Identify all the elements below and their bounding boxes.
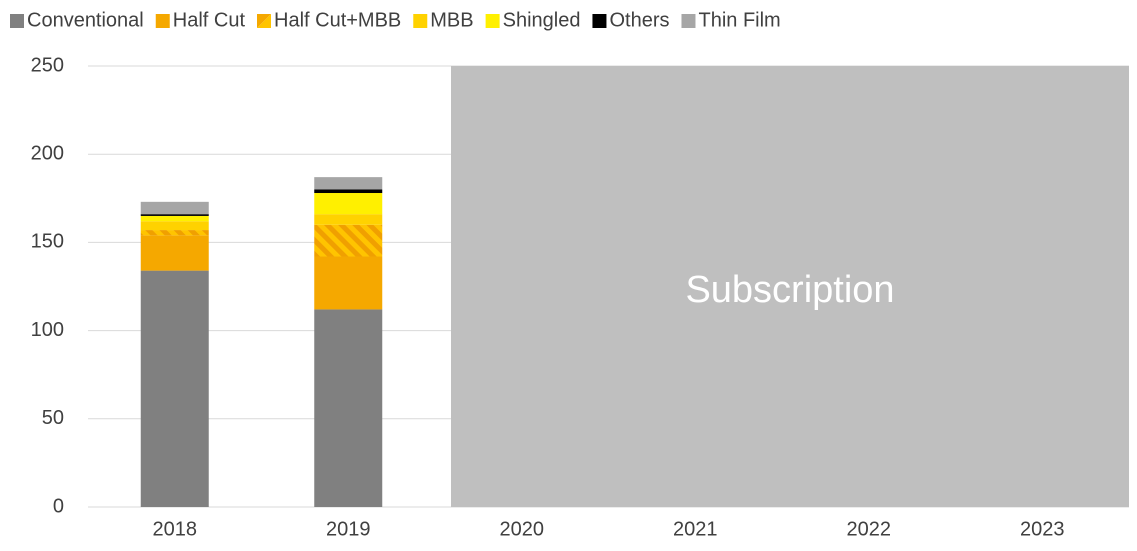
bar-segment — [140, 201, 209, 215]
legend-label: Thin Film — [698, 9, 780, 31]
bar-segment — [314, 177, 383, 190]
legend-item: Shingled — [485, 9, 581, 31]
legend-label: Half Cut+MBB — [274, 9, 401, 31]
bar-segment — [314, 256, 383, 310]
x-tick-label: 2018 — [153, 518, 198, 540]
x-tick-label: 2019 — [326, 518, 371, 540]
bar-segment — [314, 189, 383, 194]
bar-segment — [140, 214, 209, 216]
legend-label: Half Cut — [173, 9, 246, 31]
legend-item: Conventional — [10, 9, 144, 31]
bar-segment — [140, 215, 209, 222]
y-tick-label: 100 — [31, 319, 64, 341]
legend-swatch — [155, 14, 170, 28]
x-tick-label: 2022 — [847, 518, 892, 540]
x-tick-label: 2023 — [1020, 518, 1065, 540]
legend-label: MBB — [430, 9, 473, 31]
legend-item: Thin Film — [681, 9, 781, 31]
legend-item: MBB — [413, 9, 474, 31]
legend-swatch — [10, 14, 24, 28]
legend-label: Others — [609, 9, 669, 31]
y-tick-label: 0 — [53, 495, 64, 517]
y-tick-label: 150 — [31, 231, 64, 253]
legend-swatch — [681, 14, 696, 28]
x-tick-label: 2021 — [673, 518, 718, 540]
y-tick-label: 50 — [42, 407, 64, 429]
bar-segment — [314, 309, 383, 507]
legend-swatch — [413, 14, 428, 28]
bar-segment — [140, 230, 209, 236]
y-tick-label: 250 — [31, 54, 64, 76]
legend-swatch — [485, 14, 500, 28]
subscription-overlay — [451, 66, 1129, 507]
overlay-text: Subscription — [685, 269, 894, 311]
legend-label: Conventional — [27, 9, 144, 31]
legend-item: Half Cut — [155, 9, 246, 31]
legend-item: Half Cut+MBB — [257, 9, 401, 31]
legend-label: Shingled — [503, 9, 581, 31]
x-tick-label: 2020 — [500, 518, 545, 540]
legend-item: Others — [592, 9, 669, 31]
bar-segment — [140, 235, 209, 271]
bar-segment — [314, 224, 383, 257]
y-tick-label: 200 — [31, 142, 64, 164]
bar-segment — [314, 193, 383, 215]
bar-segment — [140, 270, 209, 507]
bar-segment — [140, 221, 209, 231]
legend-swatch — [592, 14, 607, 28]
bar-segment — [314, 214, 383, 225]
legend-swatch — [257, 14, 271, 28]
legend: Conventional Half Cut Half Cut+MBB MBB Shing… — [10, 9, 781, 31]
